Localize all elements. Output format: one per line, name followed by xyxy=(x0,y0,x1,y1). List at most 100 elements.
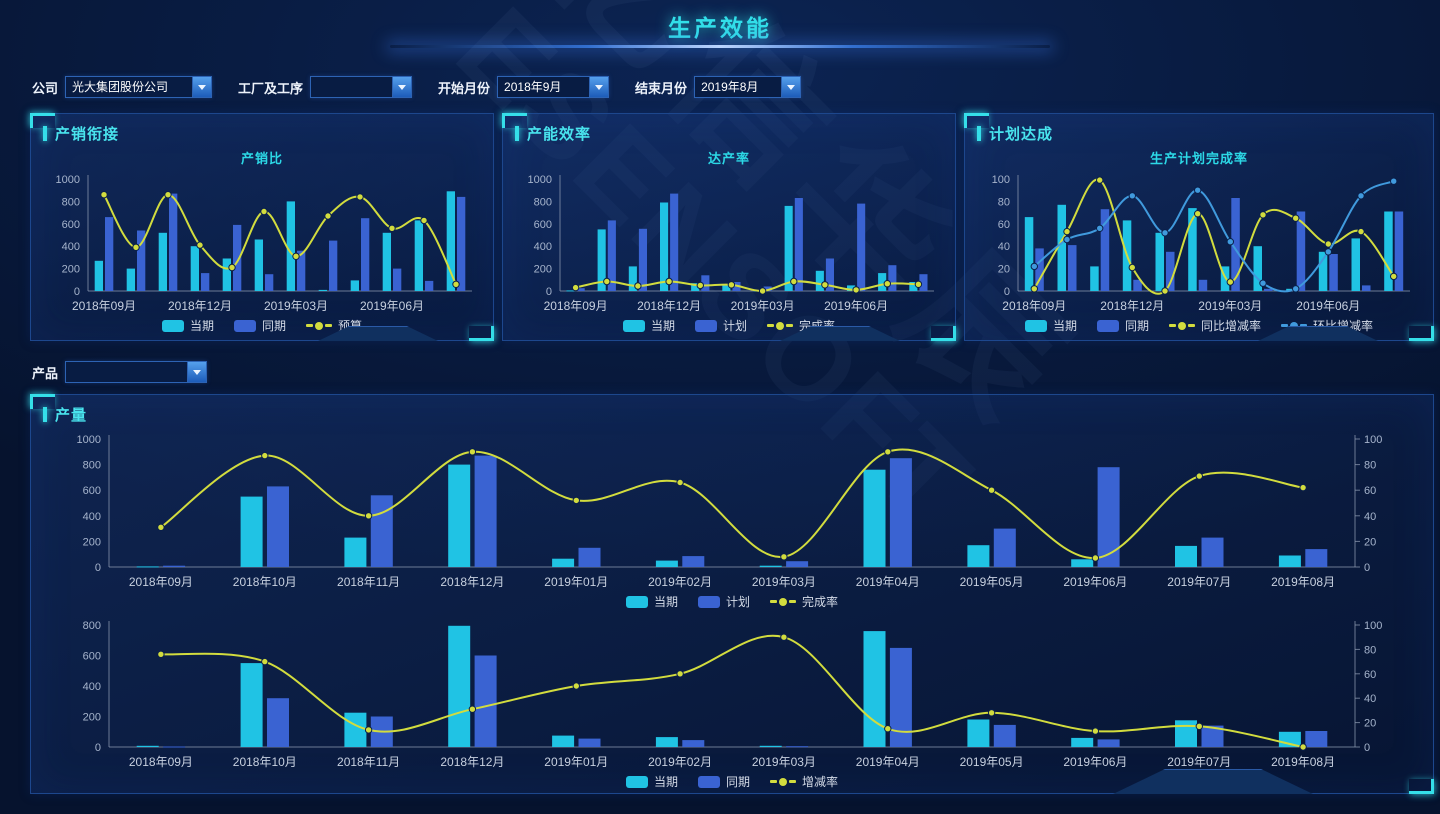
legend-label: 当期 xyxy=(650,319,675,333)
panel-header: 产能效率 xyxy=(503,114,955,146)
start-month-label: 开始月份 xyxy=(438,80,491,96)
chart-canvas-production-sales-ratio: 0 200 400 600 800 1000 2018年09月 2018年12月 2019年03… xyxy=(56,174,472,313)
x-axis-label: 2019年03月 xyxy=(731,299,795,313)
chevron-down-icon[interactable] xyxy=(187,362,207,382)
y-axis-right: 0 20 40 60 80 100 xyxy=(1354,434,1382,574)
y-axis-right-label: 100 xyxy=(1364,434,1382,446)
legend-swatch xyxy=(1024,319,1047,332)
chart-output-vs-plan: 0 200 400 600 800 1000 0 20 40 60 80 100 2018年09月 201… xyxy=(31,427,1433,593)
x-axis-labels: 2018年09月 2018年12月 2019年03月 2019年06月 xyxy=(72,299,424,313)
chevron-down-glyph xyxy=(398,84,407,94)
panel-title: 产销衔接 xyxy=(55,126,120,143)
y-axis-label: 100 xyxy=(992,174,1010,186)
filter-bar: 公司 光大集团股份公司 工厂及工序 开始月份 2018年9月 结束月份 2019… xyxy=(32,76,827,98)
x-axis-label: 2019年05月 xyxy=(960,575,1024,589)
x-axis-label: 2019年06月 xyxy=(1296,299,1360,313)
panel-title: 产能效率 xyxy=(527,126,592,143)
y-axis-right-label: 0 xyxy=(1364,562,1370,574)
y-axis-right-label: 40 xyxy=(1364,693,1376,705)
bar-series-1 xyxy=(1035,198,1404,291)
legend-label: 增减率 xyxy=(802,775,839,789)
y-axis-label: 200 xyxy=(534,264,552,276)
legend-swatch xyxy=(161,319,184,332)
bar-series-1 xyxy=(163,455,1328,567)
x-axis-label: 2018年12月 xyxy=(1100,299,1164,313)
panel-header: 产销衔接 xyxy=(31,114,493,146)
chevron-down-icon[interactable] xyxy=(192,77,212,97)
chart-canvas-plan-completion: 0 20 40 60 80 100 2018年09月 2018年12月 2019年03月 2019… xyxy=(992,174,1410,313)
factory-select[interactable] xyxy=(310,76,413,98)
legend-item-计划[interactable]: 计划 xyxy=(694,317,747,334)
product-select-value xyxy=(66,362,187,382)
end-month-filter-group: 结束月份 2019年8月 xyxy=(635,76,802,98)
y-axis-right-label: 20 xyxy=(1364,718,1376,730)
panel-title: 产量 xyxy=(55,407,88,424)
y-axis-right-label: 40 xyxy=(1364,511,1376,523)
y-axis-label: 600 xyxy=(534,219,552,231)
legend-item-同期[interactable]: 同期 xyxy=(697,773,750,790)
legend-item-当期[interactable]: 当期 xyxy=(625,773,678,790)
x-axis-label: 2018年11月 xyxy=(337,755,400,769)
y-axis-label: 40 xyxy=(998,241,1010,253)
chevron-down-glyph xyxy=(595,84,604,94)
legend-label: 完成率 xyxy=(802,595,839,609)
y-axis-label: 1000 xyxy=(77,434,101,446)
y-axis-right-label: 80 xyxy=(1364,460,1376,472)
chevron-down-glyph xyxy=(198,84,207,94)
product-select[interactable] xyxy=(65,361,208,383)
line-series-0 xyxy=(1030,176,1398,295)
legend-item-环比增减率[interactable]: 环比增减率 xyxy=(1281,317,1373,334)
legend-item-预算[interactable]: 预算 xyxy=(306,317,362,334)
legend-item-当期[interactable]: 当期 xyxy=(161,317,214,334)
legend-item-同期[interactable]: 同期 xyxy=(233,317,286,334)
y-axis-right: 0 20 40 60 80 100 xyxy=(1354,620,1382,754)
chart-canvas-output-vs-lastyear: 0 200 400 600 800 0 20 40 60 80 100 2018年09月 2018年10… xyxy=(83,620,1383,769)
y-axis-label: 600 xyxy=(62,219,80,231)
legend-item-完成率[interactable]: 完成率 xyxy=(767,317,835,334)
legend-item-完成率[interactable]: 完成率 xyxy=(770,593,838,610)
end-month-select[interactable]: 2019年8月 xyxy=(694,76,802,98)
chart-legend: 当期 计划 完成率 xyxy=(31,593,1433,610)
bar-series-1 xyxy=(163,647,1328,748)
company-select-value: 光大集团股份公司 xyxy=(72,80,169,94)
x-axis-label: 2019年05月 xyxy=(960,755,1024,769)
header-accent-bar xyxy=(977,126,981,141)
line-series-0 xyxy=(571,277,923,295)
legend-item-当期[interactable]: 当期 xyxy=(625,593,678,610)
legend-label: 当期 xyxy=(189,319,214,333)
legend-swatch xyxy=(625,595,648,608)
chevron-down-icon[interactable] xyxy=(392,77,412,97)
bar-series-1 xyxy=(105,193,466,291)
legend-item-同比增减率[interactable]: 同比增减率 xyxy=(1169,317,1261,334)
panel-header: 计划达成 xyxy=(965,114,1433,146)
y-axis-right-label: 20 xyxy=(1364,536,1376,548)
legend-item-当期[interactable]: 当期 xyxy=(622,317,675,334)
legend-item-计划[interactable]: 计划 xyxy=(697,593,750,610)
chart-legend: 当期 计划 完成率 xyxy=(503,317,955,334)
x-axis-label: 2018年09月 xyxy=(1002,299,1066,313)
company-select[interactable]: 光大集团股份公司 xyxy=(65,76,213,98)
legend-item-同期[interactable]: 同期 xyxy=(1096,317,1149,334)
chevron-down-icon[interactable] xyxy=(781,77,801,97)
legend-item-当期[interactable]: 当期 xyxy=(1024,317,1077,334)
start-month-select-value: 2018年9月 xyxy=(504,80,562,94)
start-month-select[interactable]: 2018年9月 xyxy=(497,76,610,98)
y-axis-label: 400 xyxy=(83,511,101,523)
y-axis-right-label: 60 xyxy=(1364,669,1376,681)
legend-label: 同比增减率 xyxy=(1201,319,1262,333)
y-axis-label: 200 xyxy=(83,536,101,548)
legend-swatch xyxy=(1096,319,1119,332)
y-axis: 0 200 400 600 800 xyxy=(83,620,1355,754)
y-axis-label: 60 xyxy=(998,219,1010,231)
y-axis-label: 200 xyxy=(62,264,80,276)
panel-header: 产量 xyxy=(31,395,1433,427)
legend-item-增减率[interactable]: 增减率 xyxy=(770,773,838,790)
x-axis-label: 2019年03月 xyxy=(752,755,816,769)
line-series-0 xyxy=(157,633,1307,751)
x-axis-label: 2018年10月 xyxy=(233,755,297,769)
chart-title: 产销比 xyxy=(240,151,283,166)
chevron-down-icon[interactable] xyxy=(589,77,609,97)
line-series-0 xyxy=(157,448,1307,562)
y-axis-label: 0 xyxy=(546,286,552,298)
legend-line-marker xyxy=(1281,321,1308,330)
